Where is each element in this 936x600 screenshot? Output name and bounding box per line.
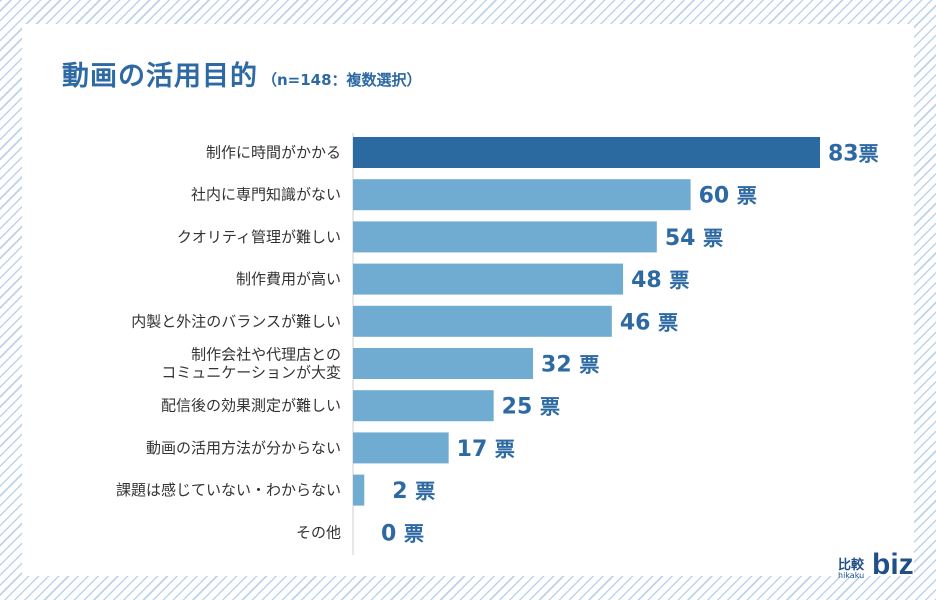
hikaku-biz-logo: 比較 hikaku biz [838,548,918,586]
value-label: 54 票 [665,226,723,251]
bar [353,474,365,506]
chart-subtitle: （n=148：複数選択） [262,71,422,89]
category-label: 社内に専門知識がない [191,186,341,204]
category-label: 制作に時間がかかる [206,144,341,162]
logo-roman: hikaku [838,571,865,580]
bar [353,137,820,168]
category-label: 動画の活用方法が分からない [146,439,341,457]
category-label: その他 [296,523,341,541]
chart-title: 動画の活用目的 （n=148：複数選択） [62,61,422,92]
bar [353,348,534,379]
category-label: 制作会社や代理店とのコミュニケーションが大変 [161,346,341,382]
chart-card: 動画の活用目的 （n=148：複数選択） [22,24,914,576]
bar [353,179,691,211]
category-label: 制作費用が高い [236,270,341,288]
value-label: 0 票 [381,521,424,546]
category-label: クオリティ管理が難しい [177,228,341,246]
value-label: 46 票 [620,310,678,335]
bar [353,221,657,253]
logo-biz: biz [872,548,914,581]
bar [353,432,449,464]
logo-kanji: 比較 [838,558,865,573]
bar [353,263,624,295]
category-label: 課題は感じていない・わからない [116,481,341,499]
value-label: 60 票 [699,184,757,209]
category-label: 内製と外注のバランスが難しい [131,312,341,330]
value-label: 48 票 [631,268,689,293]
value-label: 25 票 [502,395,560,420]
value-label: 32 票 [541,353,599,378]
bar [353,305,612,337]
category-label: 配信後の効果測定が難しい [161,397,341,415]
bar [353,390,494,422]
value-label: 2 票 [392,479,435,504]
value-label: 83票 [828,142,879,167]
value-label: 17 票 [457,437,515,462]
